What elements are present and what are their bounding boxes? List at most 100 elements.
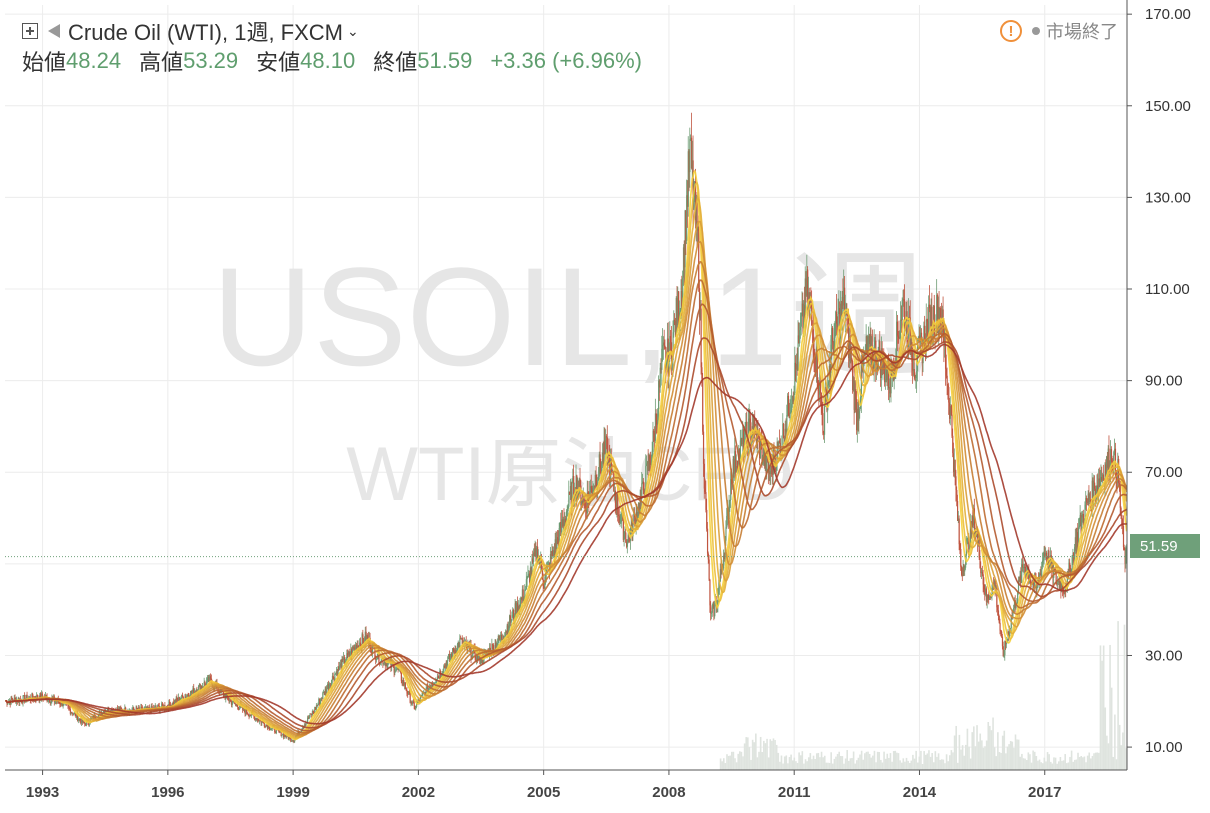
candle-body: [319, 699, 321, 704]
candle-body: [847, 314, 849, 317]
candle-body: [343, 657, 345, 660]
candle-body: [395, 668, 398, 670]
volume-bar: [875, 762, 877, 770]
volume-bar: [771, 740, 773, 770]
candle-body: [1000, 630, 1002, 632]
candle-body: [868, 335, 870, 352]
candle-body: [676, 298, 678, 325]
candle-body: [1029, 578, 1032, 583]
candle-body: [79, 718, 81, 721]
candle-body: [666, 357, 668, 369]
candle-body: [1056, 583, 1058, 585]
candle-body: [178, 697, 181, 703]
candle-body: [1110, 449, 1112, 473]
collapse-legend-icon[interactable]: [22, 23, 38, 39]
volume-bar: [1021, 753, 1023, 770]
candle-body: [856, 398, 858, 431]
candle-body: [1074, 547, 1076, 562]
candle-body: [1005, 642, 1008, 645]
candle-body: [745, 421, 747, 426]
candle-body: [1125, 547, 1127, 564]
candle-body: [1059, 582, 1061, 590]
candle-body: [432, 685, 434, 687]
volume-bar: [899, 760, 901, 770]
candle-body: [328, 684, 330, 690]
warning-icon[interactable]: !: [1000, 20, 1022, 42]
volume-bar: [833, 758, 836, 770]
candle-body: [190, 691, 192, 698]
candle-body: [555, 539, 557, 549]
volume-bar: [1107, 743, 1110, 770]
candle-body: [804, 278, 806, 318]
candle-body: [939, 308, 941, 325]
volume-bar: [1104, 707, 1107, 770]
candle-body: [1009, 628, 1011, 637]
candle-body: [28, 696, 31, 698]
candle-body: [1071, 556, 1073, 570]
candle-body: [119, 707, 121, 712]
candle-body: [913, 369, 915, 376]
candle-body: [1074, 537, 1077, 548]
candle-body: [647, 461, 649, 471]
candle-body: [452, 648, 454, 659]
candle-body: [340, 663, 342, 671]
candle-body: [968, 536, 970, 550]
volume-bar: [929, 756, 932, 770]
candle-body: [466, 644, 468, 650]
candle-body: [955, 476, 957, 491]
candle-body: [168, 701, 170, 710]
low-value: 48.10: [300, 48, 356, 73]
moving-average-line: [5, 343, 1127, 725]
candle-body: [820, 392, 822, 407]
candle-body: [744, 425, 746, 441]
candle-body: [579, 478, 581, 486]
candle-body: [563, 519, 565, 526]
candle-body: [896, 321, 898, 365]
candle-body: [73, 714, 75, 716]
chevron-down-icon[interactable]: ⌄: [347, 22, 359, 39]
candle-body: [1013, 607, 1015, 613]
candle-body: [789, 412, 791, 419]
candle-body: [914, 375, 916, 378]
candle-body: [1051, 558, 1053, 568]
volume-bar: [924, 754, 927, 770]
moving-average-line: [5, 220, 1128, 738]
candle-body: [649, 455, 651, 462]
candle-body: [275, 729, 277, 734]
candle-body: [657, 409, 659, 425]
candle-body: [1114, 448, 1116, 453]
candle-body: [210, 676, 212, 679]
candle-body: [561, 519, 564, 527]
candle-body: [944, 343, 947, 369]
volume-bar: [856, 760, 858, 770]
volume-bar: [838, 751, 840, 770]
volume-bar: [827, 762, 829, 770]
candle-body: [711, 607, 713, 613]
candle-body: [182, 694, 184, 698]
volume-bar: [1102, 645, 1105, 770]
candle-body: [677, 291, 679, 325]
candle-body: [765, 449, 767, 473]
candle-body: [969, 521, 972, 548]
candle-body: [1093, 482, 1095, 506]
candle-body: [444, 665, 446, 668]
volume-bar: [953, 735, 956, 770]
symbol-title[interactable]: Crude Oil (WTI), 1週, FXCM: [68, 20, 344, 45]
candle-body: [85, 724, 87, 726]
candle-body: [472, 650, 474, 658]
candle-body: [833, 337, 835, 356]
candle-body: [82, 720, 84, 723]
candle-body: [900, 319, 903, 321]
candle-body: [1101, 477, 1103, 481]
candle-body: [1001, 631, 1003, 637]
candle-body: [610, 459, 612, 470]
candle-body: [261, 721, 263, 724]
volume-bar: [793, 757, 796, 770]
candle-body: [1072, 552, 1074, 557]
candle-body: [514, 603, 516, 619]
candle-body: [558, 528, 560, 547]
candle-body: [533, 552, 535, 562]
volume-bar: [931, 753, 933, 770]
